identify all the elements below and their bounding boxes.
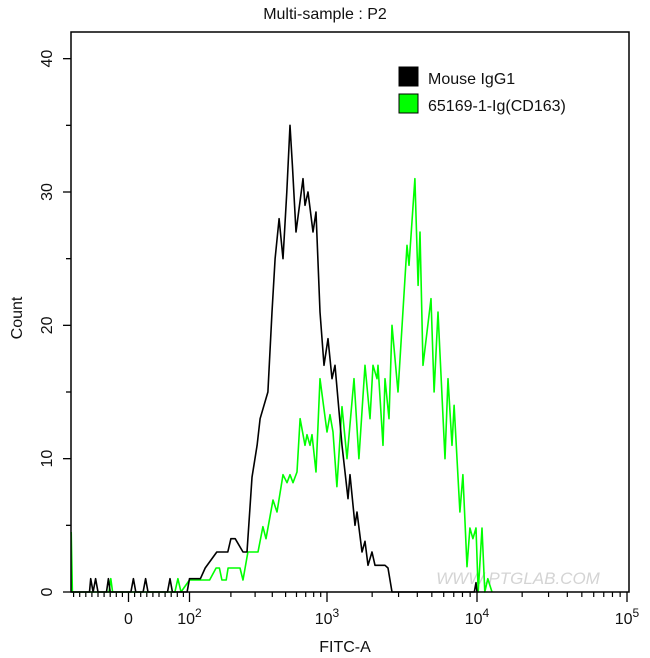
watermark: WWW.PTGLAB.COM xyxy=(436,569,601,588)
series-lines xyxy=(70,124,493,593)
x-tick-label: 103 xyxy=(315,606,340,628)
x-tick-label: 105 xyxy=(615,606,640,628)
y-tick-label: 20 xyxy=(39,316,56,334)
plot-frame xyxy=(70,31,630,593)
y-tick-label: 10 xyxy=(39,450,56,468)
x-tick-label: 104 xyxy=(465,606,490,628)
y-axis-label: Count xyxy=(9,296,26,339)
y-tick-label: 30 xyxy=(39,183,56,201)
series-line-mouse-igg1 xyxy=(71,124,478,593)
legend-label-0: Mouse IgG1 xyxy=(428,71,515,88)
legend-swatch-1 xyxy=(398,93,419,114)
legend-swatch-0 xyxy=(398,66,419,87)
y-tick-label: 40 xyxy=(39,50,56,68)
x-tick-label: 102 xyxy=(177,606,202,628)
legend: Mouse IgG1 65169-1-Ig(CD163) xyxy=(398,66,566,115)
axis-ticks: 0 10 20 30 40 0 102 103 104 105 xyxy=(39,50,640,628)
legend-label-1: 65169-1-Ig(CD163) xyxy=(428,98,566,115)
y-tick-label: 0 xyxy=(39,587,56,596)
x-axis-label: FITC-A xyxy=(319,639,371,656)
chart-title: Multi-sample : P2 xyxy=(263,6,387,23)
series-line-65169-1-ig-cd163- xyxy=(70,177,493,593)
x-tick-label: 0 xyxy=(124,611,133,628)
